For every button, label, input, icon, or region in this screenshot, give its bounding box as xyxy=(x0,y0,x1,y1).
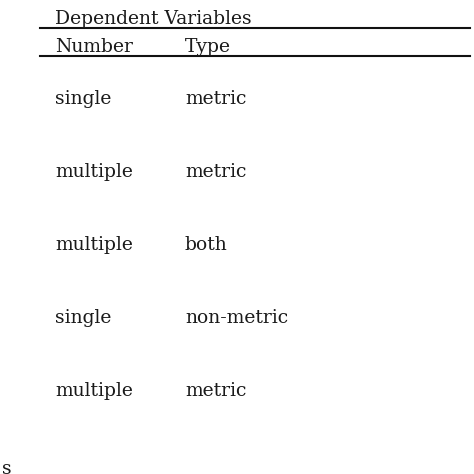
Text: multiple: multiple xyxy=(55,163,133,181)
Text: metric: metric xyxy=(185,90,246,108)
Text: Type: Type xyxy=(185,38,231,56)
Text: multiple: multiple xyxy=(55,236,133,254)
Text: single: single xyxy=(55,309,111,327)
Text: both: both xyxy=(185,236,228,254)
Text: single: single xyxy=(55,90,111,108)
Text: Dependent Variables: Dependent Variables xyxy=(55,10,252,28)
Text: metric: metric xyxy=(185,382,246,400)
Text: metric: metric xyxy=(185,163,246,181)
Text: non-metric: non-metric xyxy=(185,309,288,327)
Text: multiple: multiple xyxy=(55,382,133,400)
Text: s: s xyxy=(2,460,12,474)
Text: Number: Number xyxy=(55,38,133,56)
